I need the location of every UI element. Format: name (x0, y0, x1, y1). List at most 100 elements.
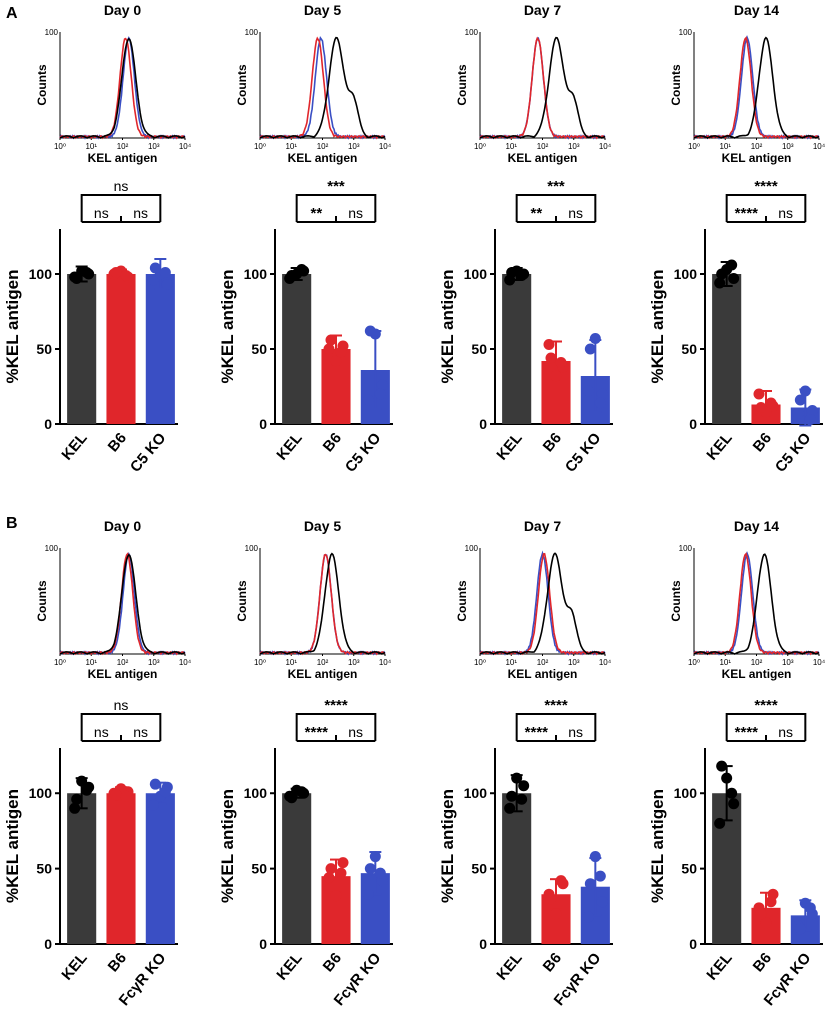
bar-category-label: KEL (273, 950, 305, 984)
histogram-curve-kel (479, 552, 606, 655)
data-point (594, 397, 606, 409)
histogram-xtick-label: 10⁰ (688, 658, 700, 667)
histogram-xtick-label: 10² (317, 658, 329, 667)
sig-label-outer: **** (324, 697, 348, 714)
data-point (596, 896, 608, 908)
histogram-xtick-label: 10² (117, 142, 129, 151)
bar-category-label: C5 KO (127, 429, 170, 475)
histogram-curve-kel (59, 37, 186, 139)
histogram-xtick-label: 10¹ (285, 658, 297, 667)
data-point (71, 793, 83, 805)
data-point (323, 343, 335, 355)
data-point (76, 775, 88, 787)
histogram-title: Day 14 (734, 518, 779, 534)
histogram-xtick-label: 10³ (148, 142, 160, 151)
data-point (584, 343, 596, 355)
data-point (511, 772, 523, 784)
data-point (120, 270, 132, 281)
histogram-curve-b6 (259, 36, 386, 140)
bar-ytick-label: 100 (674, 785, 698, 801)
data-point (726, 787, 738, 799)
histogram-ylabel: Counts (35, 64, 49, 106)
sig-label-left: **** (305, 724, 329, 741)
histogram-ylabel: Counts (235, 580, 249, 622)
bar-category-label: KEL (703, 950, 735, 984)
data-point (330, 355, 342, 367)
data-point (555, 875, 567, 887)
data-point (584, 878, 596, 890)
sig-label-right: ns (778, 205, 793, 221)
sig-label-right: ns (133, 724, 148, 740)
histogram-ytick: 100 (679, 28, 693, 37)
histogram-xlabel: KEL antigen (508, 151, 578, 165)
histogram-xtick-label: 10⁴ (379, 658, 392, 667)
sig-label-outer: *** (547, 178, 565, 195)
histogram-xtick-label: 10² (317, 142, 329, 151)
data-point (755, 402, 767, 413)
histogram-ytick: 100 (45, 544, 59, 553)
histogram-0-2: Day 7 100 10⁰ 10¹ 10² 10³ 10⁴ KEL antigen Counts (455, 2, 612, 165)
bar-category-label: B6 (750, 430, 775, 456)
histogram-xlabel: KEL antigen (722, 667, 792, 681)
bar-ylabel: %KEL antigen (648, 789, 667, 903)
data-point (81, 267, 93, 278)
bar-ytick-label: 50 (681, 861, 697, 877)
bar-ytick-label: 100 (244, 266, 268, 282)
data-point (364, 325, 376, 337)
bar-category-label: B6 (320, 430, 345, 456)
panel-label-b: B (6, 515, 18, 532)
histogram-title: Day 0 (104, 518, 142, 534)
histogram-ytick: 100 (465, 28, 479, 37)
histogram-xlabel: KEL antigen (288, 667, 358, 681)
histogram-ylabel: Counts (235, 64, 249, 106)
data-point (110, 789, 122, 801)
histogram-curve-ko (479, 550, 606, 656)
bar-category-label: B6 (105, 950, 130, 976)
sig-label-right: ns (348, 724, 363, 740)
bar-category-label: KEL (493, 950, 525, 984)
bar-ylabel: %KEL antigen (3, 270, 22, 384)
histogram-xtick-label: 10⁰ (254, 142, 266, 151)
histogram-title: Day 7 (524, 2, 562, 18)
histogram-curve-kel (693, 36, 820, 139)
bar-ytick-label: 50 (471, 861, 487, 877)
histogram-xtick-label: 10⁴ (813, 658, 826, 667)
histogram-curve-kel (59, 553, 186, 655)
histogram-xtick-label: 10² (117, 658, 129, 667)
histogram-xtick-label: 10¹ (719, 142, 731, 151)
data-point (506, 790, 518, 802)
histogram-xtick-label: 10⁰ (474, 142, 486, 151)
histogram-xtick-label: 10⁴ (599, 142, 612, 151)
histogram-curve-kel (693, 553, 820, 655)
sig-label-right: ns (568, 205, 583, 221)
histogram-ytick: 100 (245, 544, 259, 553)
bar-ytick-label: 0 (479, 416, 487, 432)
bar-ytick-label: 0 (44, 416, 52, 432)
data-point (147, 799, 159, 811)
bar-category-label: KEL (493, 430, 525, 464)
bar-category-label: B6 (105, 430, 130, 456)
panel-label-a: A (6, 5, 18, 22)
data-point (792, 408, 804, 419)
bar-ylabel: %KEL antigen (648, 270, 667, 384)
histogram-title: Day 5 (304, 2, 342, 18)
bar-ylabel: %KEL antigen (218, 789, 237, 903)
data-point (726, 259, 738, 271)
bar-ytick-label: 50 (251, 341, 267, 357)
data-point (728, 798, 740, 810)
bar-ytick-label: 0 (44, 936, 52, 952)
histogram-xtick-label: 10⁰ (474, 658, 486, 667)
histogram-xlabel: KEL antigen (722, 151, 792, 165)
data-point (765, 896, 777, 908)
data-point (582, 911, 594, 923)
bar-ytick-label: 50 (251, 861, 267, 877)
sig-bracket-outer (515, 713, 597, 741)
histogram-xtick-label: 10⁴ (179, 658, 192, 667)
histogram-xlabel: KEL antigen (508, 667, 578, 681)
bar (67, 793, 97, 944)
data-point (753, 388, 765, 400)
bar-category-label: C5 KO (772, 429, 815, 475)
histogram-title: Day 7 (524, 518, 562, 534)
bar-category-label: B6 (750, 950, 775, 976)
data-point (506, 267, 518, 278)
